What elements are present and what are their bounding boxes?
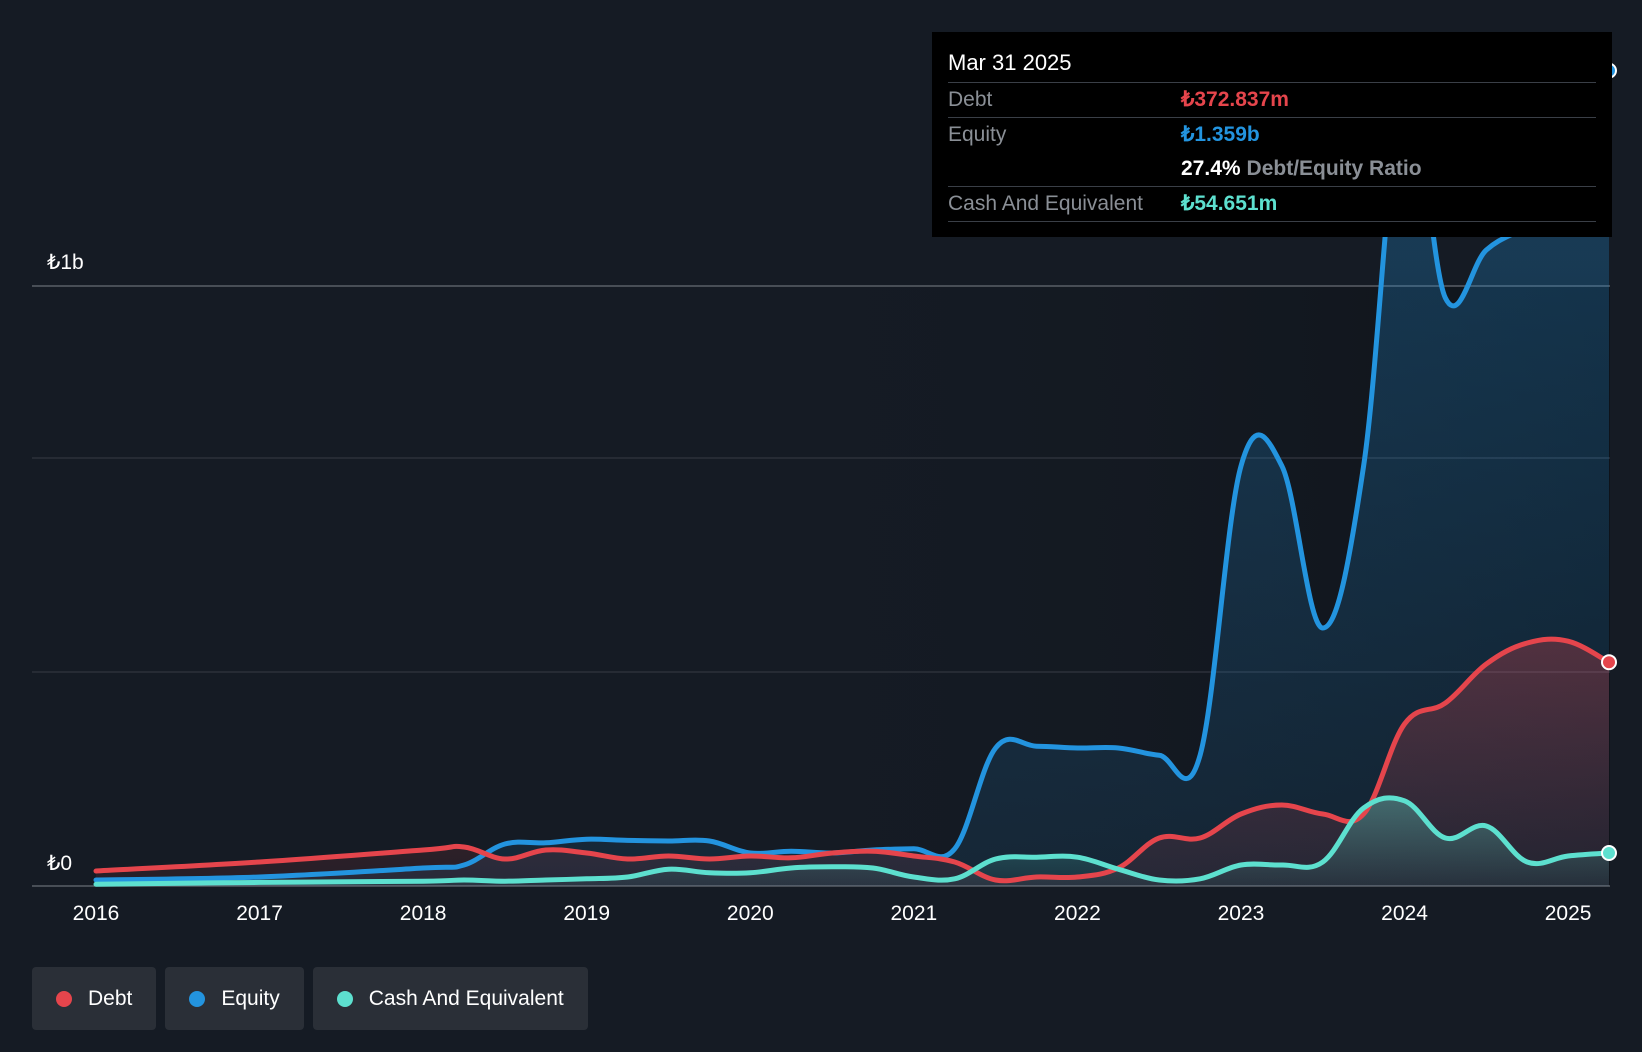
tooltip-debt-value: ₺372.837m (1181, 88, 1289, 111)
cash-dot-icon (336, 990, 353, 1007)
tooltip-equity-row: Equity ₺1.359b (948, 118, 1596, 152)
equity-dot-icon (189, 990, 206, 1007)
equity-area (96, 70, 1609, 887)
x-tick-label: 2021 (890, 902, 937, 925)
debt-endpoint (1601, 654, 1617, 671)
legend: Debt Equity Cash And Equivalent (32, 967, 588, 1030)
tooltip-ratio-value: 27.4% (1181, 157, 1241, 180)
tooltip-ratio-label: Debt/Equity Ratio (1246, 157, 1422, 180)
legend-label-cash: Cash And Equivalent (368, 986, 564, 1010)
cash-endpoint (1601, 845, 1617, 861)
legend-item-debt[interactable]: Debt (32, 967, 157, 1030)
tooltip-ratio-row: 27.4% Debt/Equity Ratio (948, 152, 1596, 187)
x-tick-label: 2016 (73, 902, 120, 925)
tooltip-equity-value: ₺1.359b (1181, 123, 1260, 146)
y-axis-label-top: ₺1b (47, 251, 84, 274)
tooltip-cash-value: ₺54.651m (1181, 192, 1278, 215)
tooltip-cash-row: Cash And Equivalent ₺54.651m (948, 187, 1596, 222)
x-tick-label: 2024 (1381, 902, 1428, 925)
legend-label-debt: Debt (88, 986, 133, 1010)
x-tick-label: 2017 (236, 902, 283, 925)
x-tick-label: 2022 (1054, 902, 1101, 925)
tooltip-cash-label: Cash And Equivalent (948, 192, 1143, 215)
x-tick-label: 2020 (727, 902, 774, 925)
y-axis-label-bottom: ₺0 (47, 852, 72, 875)
x-tick-label: 2023 (1218, 902, 1265, 925)
legend-item-equity[interactable]: Equity (165, 967, 304, 1030)
cash-line (93, 795, 1612, 887)
debt-area (96, 639, 1609, 886)
tooltip-ratio-spacer (948, 152, 1181, 186)
legend-label-equity: Equity (221, 986, 280, 1010)
debt-line (93, 636, 1612, 884)
tooltip-equity-label: Equity (948, 123, 1007, 146)
tooltip-debt-label: Debt (948, 88, 993, 111)
x-tick-label: 2025 (1545, 902, 1592, 925)
legend-item-cash[interactable]: Cash And Equivalent (312, 967, 588, 1030)
x-axis-ticks: 2016 2017 2018 2019 2020 2021 2022 2023 2024 2025 (73, 902, 1592, 925)
x-tick-label: 2018 (400, 902, 447, 925)
x-tick-label: 2019 (563, 902, 610, 925)
tooltip-panel: Mar 31 2025 Debt ₺372.837m Equity ₺1.359… (932, 32, 1612, 237)
tooltip-date: Mar 31 2025 (948, 46, 1596, 83)
tooltip-debt-row: Debt ₺372.837m (948, 83, 1596, 118)
debt-dot-icon (56, 990, 72, 1007)
